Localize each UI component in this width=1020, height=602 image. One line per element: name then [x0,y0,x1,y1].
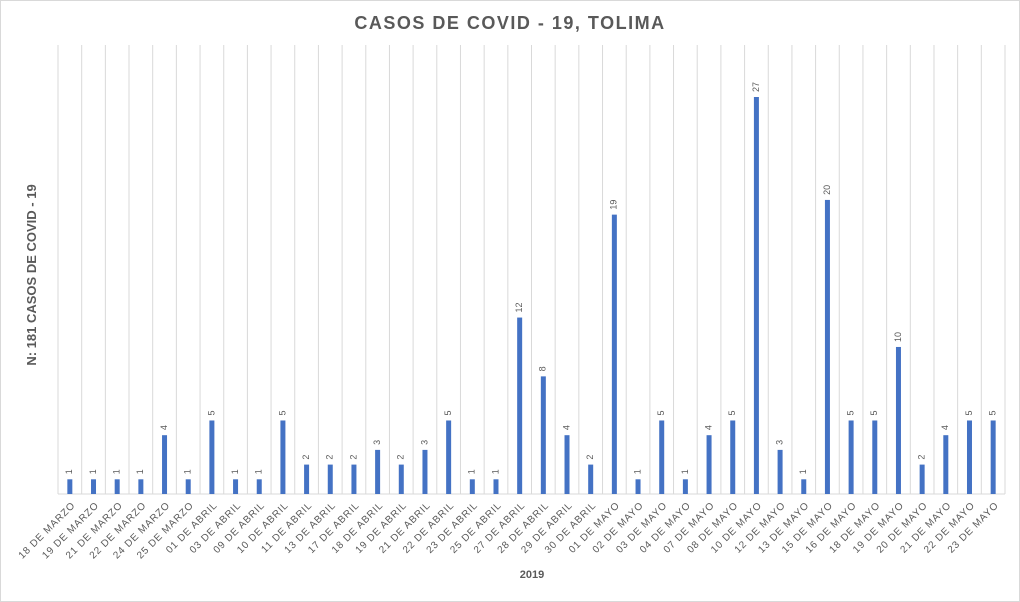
y-axis-label: N: 181 CASOS DE COVID - 19 [24,184,39,365]
bar [517,317,523,494]
bar [895,346,901,494]
bar [824,199,830,495]
bar [493,479,499,494]
bar [872,420,878,494]
value-label: 5 [869,410,879,415]
value-label: 2 [917,455,927,460]
bar [635,479,641,494]
value-label: 2 [325,455,335,460]
bar [256,479,262,494]
bar [730,420,736,494]
value-label: 3 [372,440,382,445]
bar [990,420,996,494]
bar [280,420,286,494]
bar [304,464,310,494]
bar [801,479,807,494]
bar [469,479,475,494]
bar [327,464,333,494]
bar [422,449,428,494]
chart-title: CASOS DE COVID - 19, TOLIMA [354,13,665,33]
bar [446,420,452,494]
x-axis-label: 2019 [520,569,544,581]
bar [943,435,949,494]
value-label: 4 [940,425,950,430]
value-label: 2 [585,455,595,460]
value-label: 1 [680,469,690,474]
value-label: 5 [964,410,974,415]
value-label: 5 [845,410,855,415]
bar [375,449,381,494]
bar [398,464,404,494]
value-label: 2 [348,455,358,460]
value-label: 5 [988,410,998,415]
value-label: 8 [538,366,548,371]
bar [67,479,73,494]
value-label: 1 [254,469,264,474]
bar [564,435,570,494]
value-label: 12 [514,303,524,313]
value-label: 5 [727,410,737,415]
value-label: 10 [893,332,903,342]
value-label: 1 [632,469,642,474]
value-label: 2 [396,455,406,460]
value-label: 4 [561,425,571,430]
bar [753,97,759,494]
value-label: 4 [703,425,713,430]
value-label: 20 [822,185,832,195]
value-label: 2 [301,455,311,460]
bar [848,420,854,494]
value-label: 1 [183,469,193,474]
value-label: 27 [751,82,761,92]
value-label: 4 [159,425,169,430]
bar [209,420,215,494]
value-label: 3 [419,440,429,445]
value-label: 5 [277,410,287,415]
bar [706,435,712,494]
value-label: 5 [656,410,666,415]
value-label: 1 [64,469,74,474]
bar [777,449,783,494]
bar [919,464,925,494]
bar [659,420,665,494]
value-label: 5 [206,410,216,415]
value-label: 1 [112,469,122,474]
value-label: 5 [443,410,453,415]
bar [611,214,617,494]
bar [966,420,972,494]
value-label: 3 [774,440,784,445]
value-label: 19 [609,200,619,210]
bar [114,479,120,494]
value-label: 1 [467,469,477,474]
bar [351,464,357,494]
value-label: 1 [490,469,500,474]
value-label: 1 [798,469,808,474]
bar [162,435,168,494]
value-label: 1 [88,469,98,474]
bar [138,479,144,494]
bar [185,479,191,494]
bar [540,376,546,494]
bar [91,479,97,494]
value-label: 1 [135,469,145,474]
bar [233,479,239,494]
bar [682,479,688,494]
bar [588,464,594,494]
value-label: 1 [230,469,240,474]
